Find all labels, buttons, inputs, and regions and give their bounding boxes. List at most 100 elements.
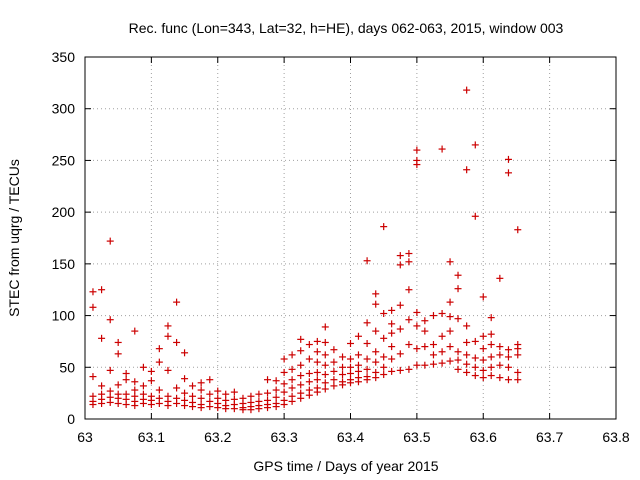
grid [85, 57, 616, 419]
data-point [372, 358, 380, 366]
data-point [197, 394, 205, 402]
data-point [321, 385, 329, 393]
data-point [479, 293, 487, 301]
data-point [305, 378, 313, 386]
data-point [347, 355, 354, 363]
data-point [446, 313, 454, 321]
data-point [181, 375, 189, 383]
data-point [487, 363, 495, 371]
data-point [396, 301, 404, 309]
data-point [164, 322, 172, 330]
data-point [98, 334, 106, 342]
data-point [288, 384, 296, 392]
data-point [438, 310, 446, 318]
data-point [288, 376, 296, 384]
data-point [496, 351, 504, 359]
data-point [363, 339, 371, 347]
data-point [330, 346, 338, 354]
data-point [98, 399, 106, 407]
data-point [189, 403, 197, 411]
data-point [463, 351, 471, 359]
data-point [206, 376, 214, 384]
data-point [305, 391, 313, 399]
data-point [380, 353, 388, 361]
data-point [264, 404, 272, 412]
data-point [479, 374, 487, 382]
data-point [181, 402, 189, 410]
data-point [155, 358, 163, 366]
data-point [330, 376, 338, 384]
data-point [463, 360, 471, 368]
data-point [429, 312, 437, 320]
data-point [413, 345, 421, 353]
data-point [347, 379, 354, 387]
x-tick-label: 63.1 [138, 429, 165, 445]
data-point [313, 376, 321, 384]
data-point [429, 360, 437, 368]
data-point [288, 351, 296, 359]
data-point [247, 406, 255, 414]
data-point [181, 349, 189, 357]
data-point [380, 310, 388, 318]
y-tick-label: 0 [67, 411, 75, 427]
y-tick-label: 200 [52, 204, 76, 220]
data-point [321, 323, 329, 331]
data-point [305, 369, 313, 377]
data-point [471, 212, 479, 220]
data-point [446, 327, 454, 335]
data-series [89, 86, 522, 414]
data-point [438, 359, 446, 367]
x-tick-label: 63.3 [271, 429, 298, 445]
data-point [147, 401, 155, 409]
data-point [122, 369, 130, 377]
data-point [396, 350, 404, 358]
data-point [372, 290, 380, 298]
data-point [347, 363, 354, 371]
data-point [463, 166, 471, 174]
data-point [396, 366, 404, 374]
data-point [413, 361, 421, 369]
data-point [463, 322, 471, 330]
data-point [164, 332, 172, 340]
data-point [297, 335, 305, 343]
data-point [106, 398, 114, 406]
data-point [131, 378, 139, 386]
data-point [514, 345, 522, 353]
x-tick-label: 63 [77, 429, 93, 445]
data-point [405, 316, 413, 324]
data-point [339, 371, 347, 379]
y-tick-label: 50 [59, 359, 75, 375]
data-point [471, 141, 479, 149]
data-point [421, 343, 429, 351]
data-point [363, 365, 371, 373]
data-point [313, 388, 321, 396]
data-point [264, 376, 272, 384]
data-point [114, 381, 122, 389]
data-point [479, 356, 487, 364]
data-point [504, 155, 512, 163]
data-point [280, 368, 288, 376]
data-point [206, 390, 214, 398]
data-point [463, 368, 471, 376]
data-point [388, 343, 396, 351]
data-point [454, 348, 462, 356]
data-point [413, 146, 421, 154]
data-point [297, 381, 305, 389]
data-point [496, 343, 504, 351]
data-point [380, 363, 388, 371]
x-tick-label: 63.7 [536, 429, 563, 445]
data-point [330, 367, 338, 375]
data-point [388, 355, 396, 363]
data-point [380, 223, 388, 231]
data-point [313, 348, 321, 356]
data-point [131, 386, 139, 394]
x-tick-label: 63.5 [403, 429, 430, 445]
data-point [354, 367, 362, 375]
data-point [321, 379, 329, 387]
data-point [339, 353, 347, 361]
data-point [479, 332, 487, 340]
data-point [413, 161, 421, 169]
data-point [454, 285, 462, 293]
data-point [222, 405, 230, 413]
